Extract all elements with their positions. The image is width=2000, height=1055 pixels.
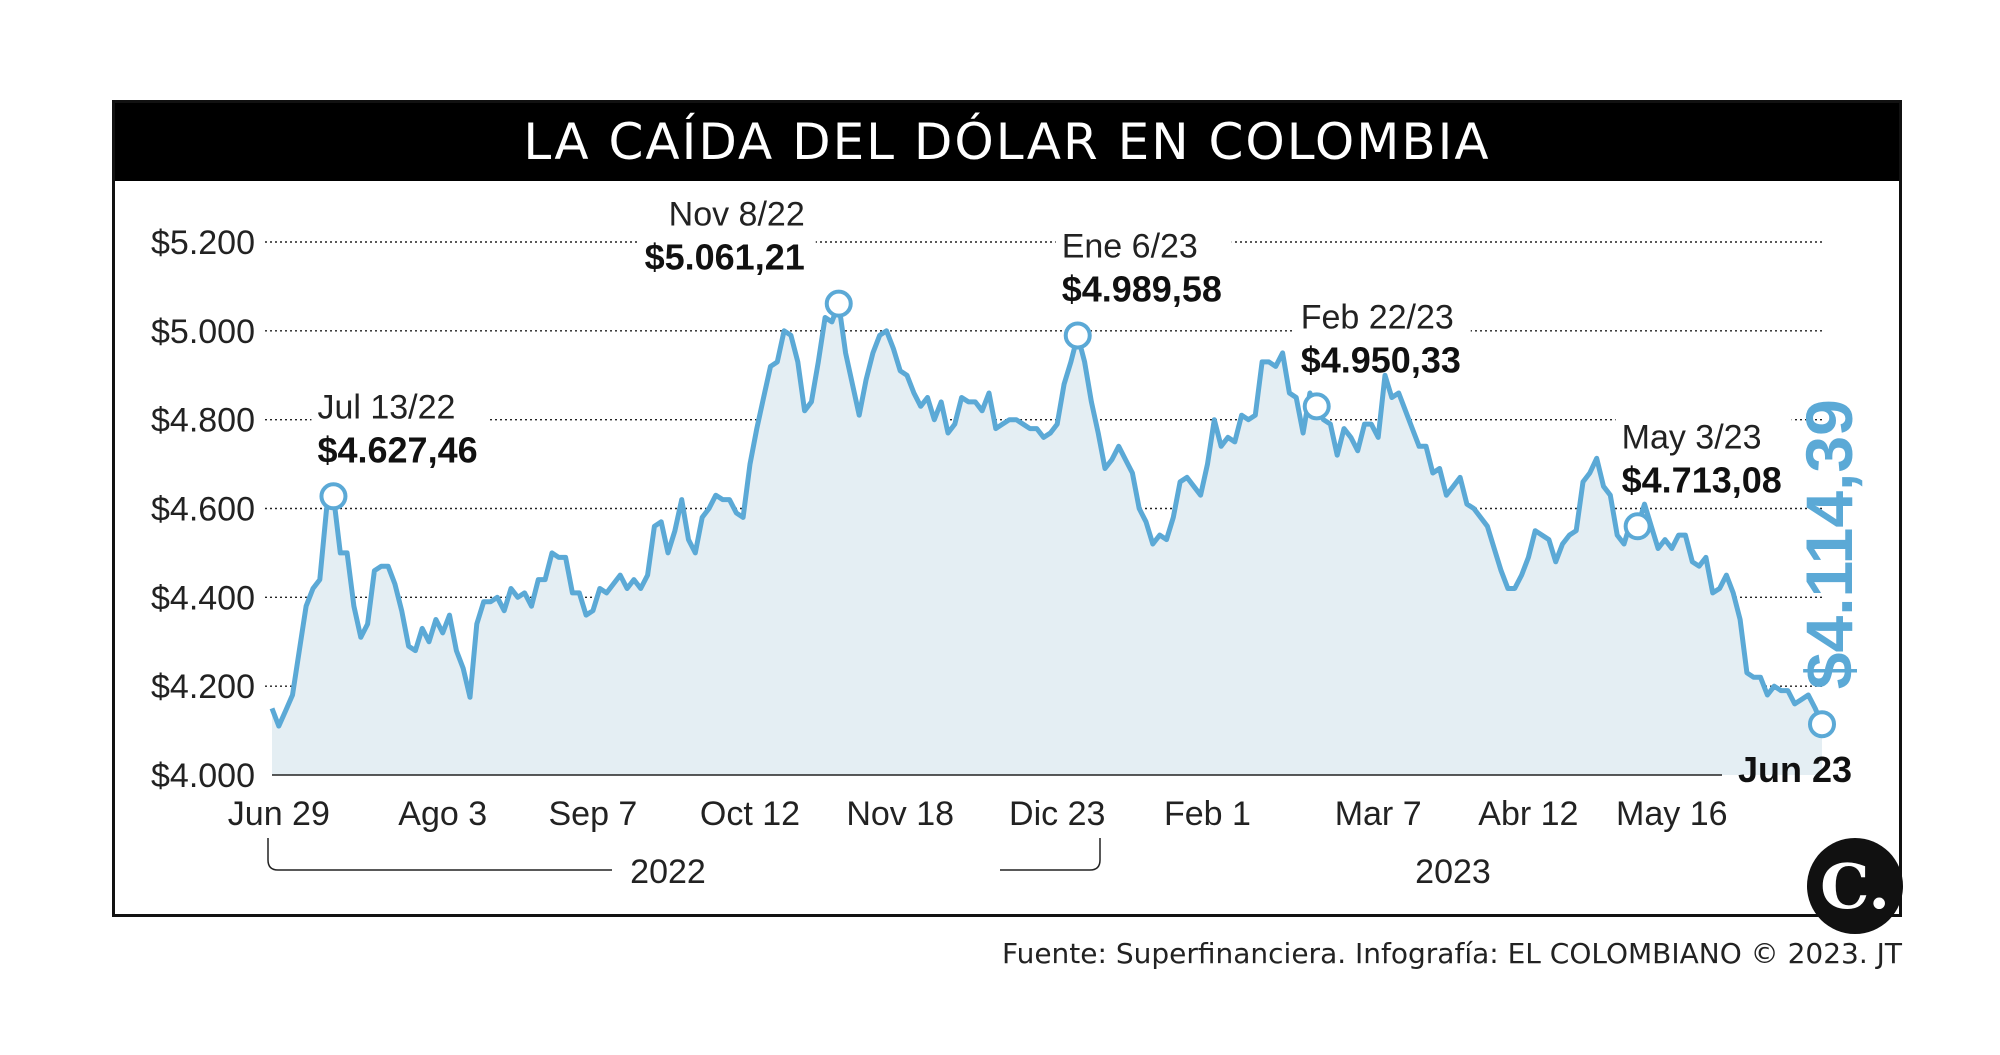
y-tick-label: $5.200 xyxy=(151,224,255,262)
annotation-date: Jul 13/22 xyxy=(317,388,455,426)
x-tick-label: May 16 xyxy=(1616,795,1728,833)
x-tick-label: Nov 18 xyxy=(846,795,954,833)
x-tick-label: Abr 12 xyxy=(1478,795,1578,833)
annotation-bg xyxy=(311,376,488,457)
annotation-date: Ene 6/23 xyxy=(1062,227,1198,265)
annotation-value: $4.989,58 xyxy=(1062,268,1222,309)
annotation-value: $4.627,46 xyxy=(317,429,477,470)
annotation-marker xyxy=(824,289,853,318)
area-fill xyxy=(272,303,1822,775)
annotation-date: Feb 22/23 xyxy=(1301,298,1454,336)
annotation-marker xyxy=(1063,321,1092,350)
annotation-date: Nov 8/22 xyxy=(669,196,805,234)
x-tick-label: Jun 29 xyxy=(228,795,330,833)
last-point-value: $4.114,39 xyxy=(1792,399,1866,689)
annotation-value: $5.061,21 xyxy=(645,237,805,278)
chart-title: LA CAÍDA DEL DÓLAR EN COLOMBIA xyxy=(115,103,1899,181)
y-tick-label: $4.200 xyxy=(151,668,255,706)
x-tick-label: Ago 3 xyxy=(398,795,487,833)
annotation-marker xyxy=(1623,512,1652,541)
year-bracket-right xyxy=(1000,838,1101,871)
annotation-value: $4.950,33 xyxy=(1301,339,1461,380)
series-line xyxy=(269,301,1825,729)
annotation-bg xyxy=(639,183,816,264)
x-tick-label: Sep 7 xyxy=(548,795,637,833)
annotation-bg xyxy=(1615,406,1792,487)
y-tick-label: $4.600 xyxy=(151,491,255,529)
y-tick-label: $5.000 xyxy=(151,313,255,351)
annotation-marker xyxy=(319,482,348,511)
y-tick-label: $4.000 xyxy=(151,757,255,795)
annotation-date: May 3/23 xyxy=(1622,418,1762,456)
year-label: 2022 xyxy=(630,853,706,891)
annotation-bg xyxy=(1055,215,1232,296)
y-tick-label: $4.400 xyxy=(151,579,255,617)
annotation-value: $4.713,08 xyxy=(1622,459,1782,500)
el-colombiano-logo: C. xyxy=(1807,838,1903,934)
y-tick-label: $4.800 xyxy=(151,402,255,440)
x-tick-label: Mar 7 xyxy=(1335,795,1422,833)
x-tick-label: Dic 23 xyxy=(1009,795,1105,833)
year-label: 2023 xyxy=(1415,853,1491,891)
annotation-marker xyxy=(1302,392,1331,421)
x-tick-label: Oct 12 xyxy=(700,795,800,833)
source-note: Fuente: Superfinanciera. Infografía: EL … xyxy=(1002,937,1902,970)
annotation-bg xyxy=(1294,286,1471,367)
last-point-date: Jun 23 xyxy=(1738,749,1852,790)
year-bracket-left xyxy=(267,838,612,871)
last-point-marker xyxy=(1808,710,1836,739)
x-tick-label: Feb 1 xyxy=(1164,795,1251,833)
